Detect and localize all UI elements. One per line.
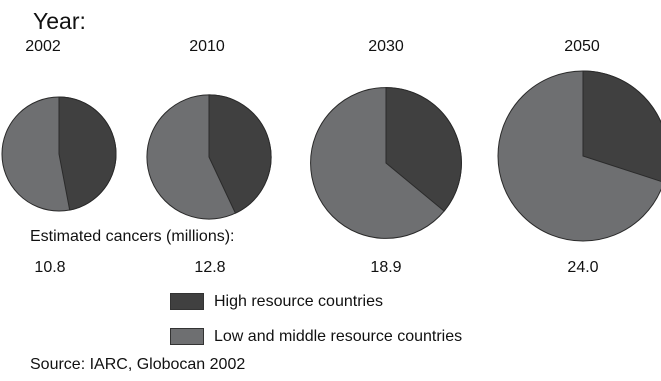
pie-2030 bbox=[310, 87, 462, 239]
legend-swatch-low bbox=[170, 328, 204, 345]
pie-slice-high-2010 bbox=[208, 94, 272, 214]
year-label-2050: 2050 bbox=[564, 38, 600, 55]
legend-item-low: Low and middle resource countries bbox=[170, 328, 462, 345]
pie-2050 bbox=[497, 70, 661, 242]
year-label-2002: 2002 bbox=[25, 38, 61, 55]
source-note: Source: IARC, Globocan 2002 bbox=[30, 356, 246, 373]
total-label-2010: 12.8 bbox=[194, 259, 226, 276]
pie-slice-high-2050 bbox=[582, 70, 661, 182]
legend-item-high: High resource countries bbox=[170, 293, 383, 310]
chart-title: Year: bbox=[33, 8, 86, 34]
pie-slice-high-2002 bbox=[58, 96, 117, 211]
legend-label-high: High resource countries bbox=[214, 292, 383, 310]
pie-slice-high-2030 bbox=[385, 87, 462, 212]
total-label-2050: 24.0 bbox=[567, 259, 599, 276]
pie-2002 bbox=[1, 96, 117, 212]
year-label-2030: 2030 bbox=[368, 38, 404, 55]
legend-label-low: Low and middle resource countries bbox=[214, 327, 463, 345]
year-label-2010: 2010 bbox=[189, 38, 225, 55]
estimate-caption: Estimated cancers (millions): bbox=[30, 228, 235, 245]
total-label-2002: 10.8 bbox=[34, 259, 66, 276]
total-label-2030: 18.9 bbox=[370, 259, 402, 276]
legend-swatch-high bbox=[170, 293, 204, 310]
pie-2010 bbox=[146, 94, 272, 220]
